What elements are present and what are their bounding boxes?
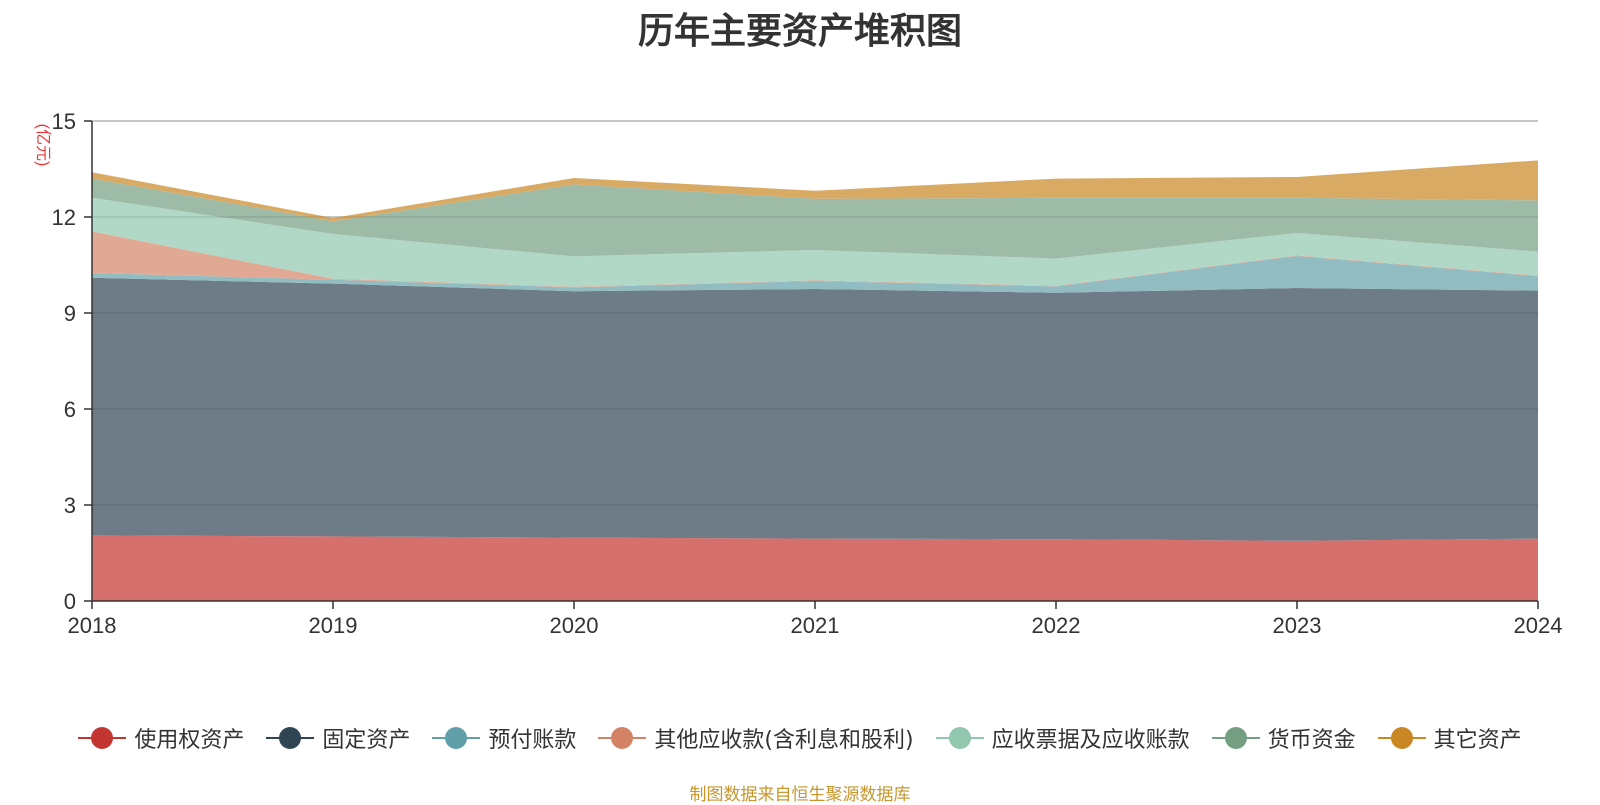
legend-label: 应收票据及应收账款 [991,728,1190,753]
y-axis-label: (亿元) [34,124,52,167]
legend-marker-icon [1377,726,1426,750]
legend-marker-icon [78,726,127,750]
legend-label: 其它资产 [1433,728,1522,753]
y-tick-label: 0 [64,589,76,614]
legend-item[interactable]: 货币资金 [1211,722,1356,754]
legend-label: 固定资产 [322,728,411,753]
legend-label: 预付账款 [488,728,577,753]
y-tick-label: 12 [52,205,76,230]
legend-marker-icon [432,726,481,750]
area-series-0 [92,535,1538,601]
axes: 0 3 6 9 12 15 2018 2019 2020 2021 2022 2023 2024 [52,109,1563,638]
legend-item[interactable]: 其他应收款(含利息和股利) [598,722,914,754]
x-tick-label: 2019 [309,613,358,638]
y-tick-label: 15 [52,109,76,134]
y-tick-label: 9 [64,301,76,326]
legend-label: 货币资金 [1267,728,1356,753]
x-tick-label: 2024 [1514,613,1563,638]
x-tick-label: 2022 [1032,613,1081,638]
area-series-6 [92,160,1538,222]
legend-item[interactable]: 使用权资产 [78,722,244,754]
area-series-5 [92,178,1538,259]
legend-item[interactable]: 其它资产 [1377,722,1522,754]
legend-marker-icon [598,726,647,750]
x-tick-label: 2020 [550,613,599,638]
legend-label: 使用权资产 [134,728,245,753]
legend-marker-icon [266,726,315,750]
chart-title: 历年主要资产堆积图 [637,11,962,52]
area-series-2 [92,256,1538,293]
legend-item[interactable]: 应收票据及应收账款 [935,722,1190,754]
area-series-4 [92,197,1538,287]
y-tick-label: 6 [64,397,76,422]
x-tick-label: 2021 [791,613,840,638]
legend: 使用权资产 固定资产 预付账款 其他应收款(含利息和股利) 应收票据及应收账款 货币资金 其… [0,718,1600,758]
area-series-1 [92,277,1538,541]
stacked-areas [92,120,1538,601]
legend-marker-icon [935,726,984,750]
source-note: 制图数据来自恒生聚源数据库 [689,785,911,805]
x-tick-label: 2018 [68,613,117,638]
legend-marker-icon [1211,726,1260,750]
legend-item[interactable]: 预付账款 [432,722,576,754]
y-tick-label: 3 [64,493,76,518]
legend-label: 其他应收款(含利息和股利) [654,728,914,753]
legend-item[interactable]: 固定资产 [266,722,410,754]
x-tick-label: 2023 [1273,613,1322,638]
